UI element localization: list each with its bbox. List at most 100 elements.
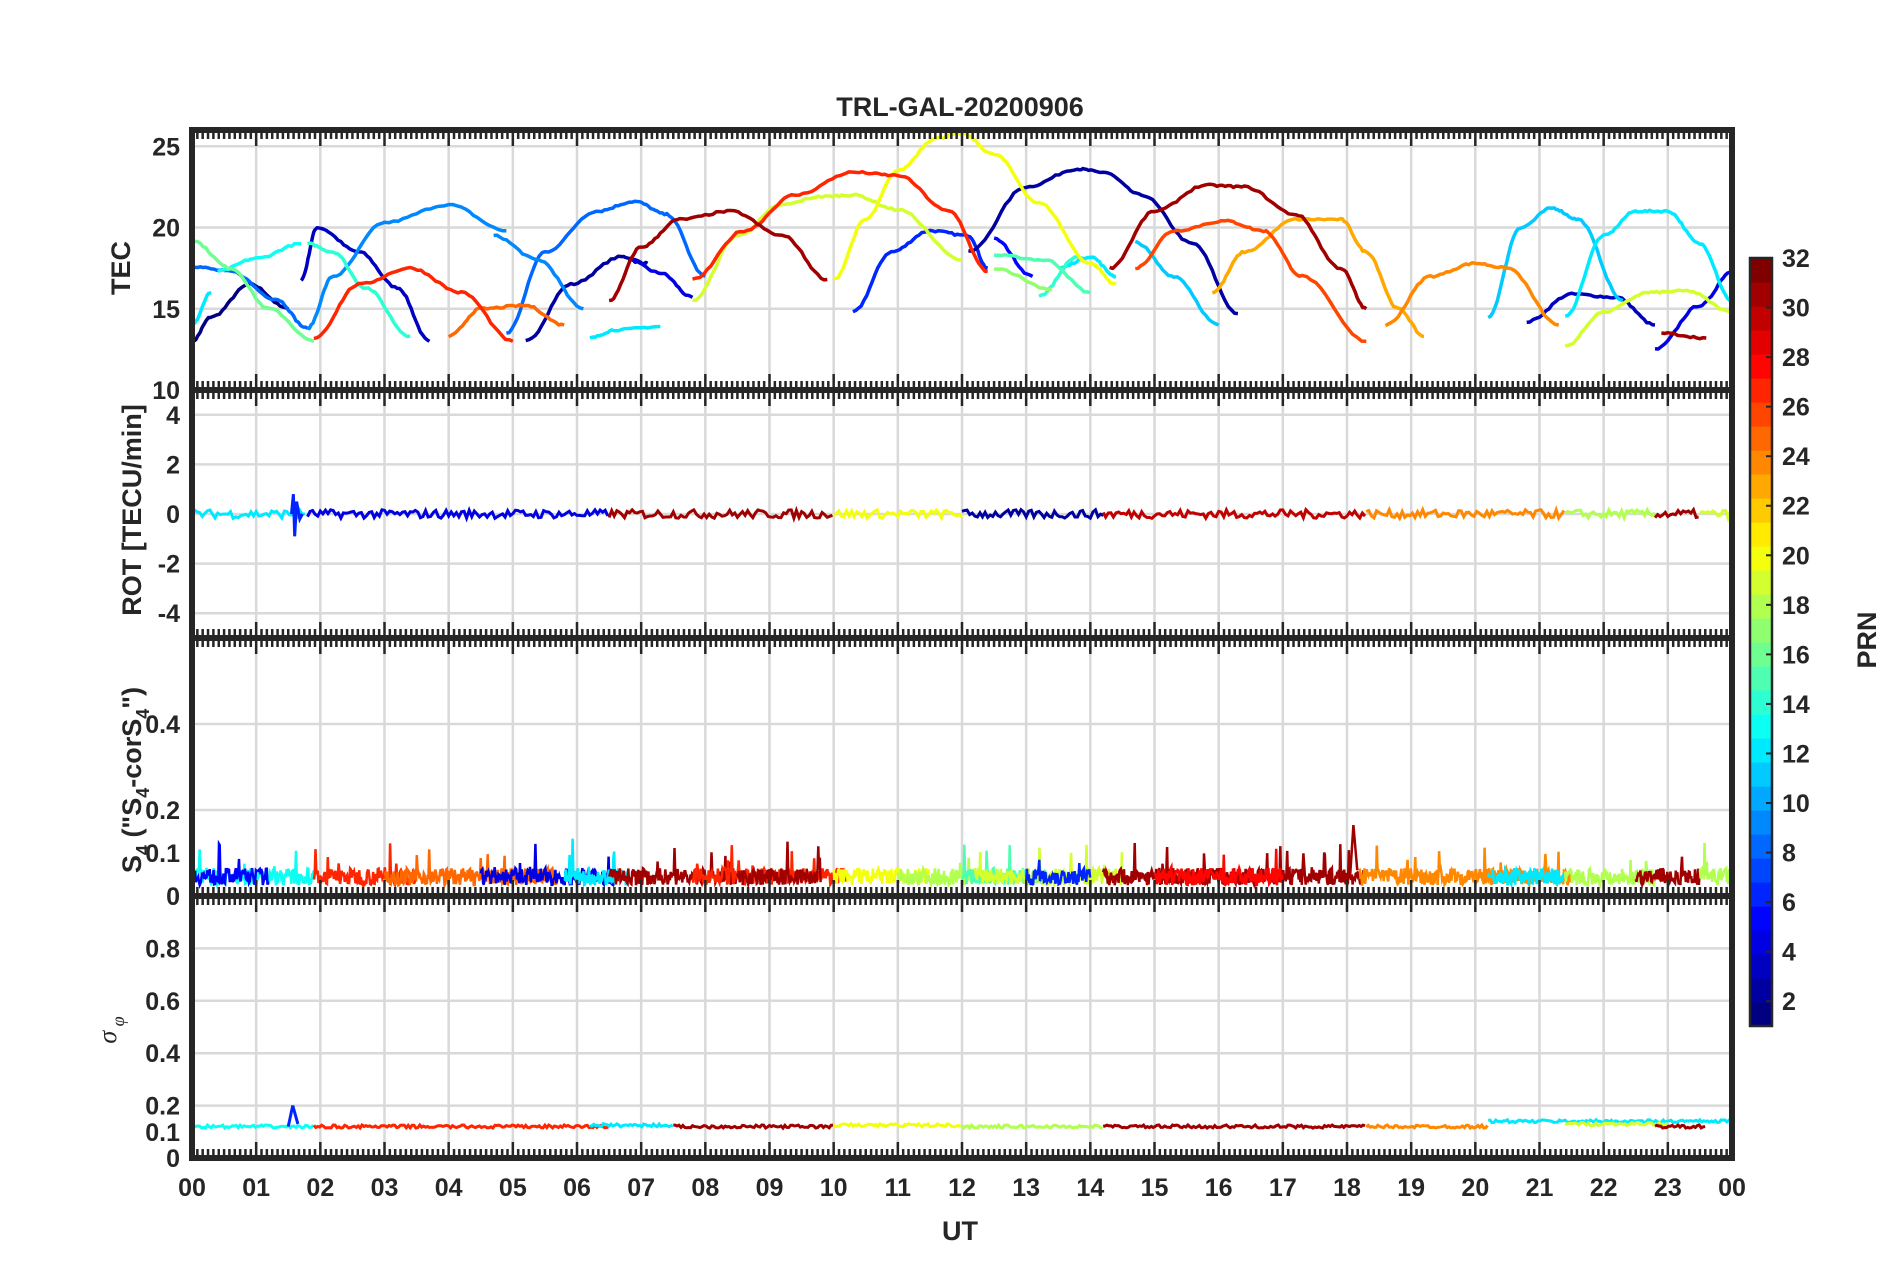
tec-y-tick-label: 25 — [152, 133, 180, 161]
colorbar-swatch — [1750, 546, 1772, 571]
y-axis-title-sigma: σ φ — [93, 1016, 128, 1043]
s4-series-prn-6 — [1024, 859, 1092, 887]
tec-y-tick-label: 20 — [152, 215, 180, 243]
tec-series-prn-14 — [306, 241, 411, 339]
x-tick-label: 10 — [820, 1174, 848, 1202]
colorbar-swatch — [1750, 786, 1772, 811]
y-axis-title-tec: TEC — [106, 241, 136, 295]
colorbar-swatch — [1750, 618, 1772, 643]
colorbar-swatch — [1750, 642, 1772, 667]
tec-series-prn-8 — [192, 265, 309, 330]
colorbar-tick-label: 26 — [1782, 394, 1810, 422]
colorbar-swatch — [1750, 498, 1772, 523]
sig-series-prn-20 — [832, 1121, 962, 1129]
colorbar-swatch — [1750, 666, 1772, 691]
s4-y-tick-label: 0.2 — [145, 797, 180, 825]
sig-series-prn-31 — [1654, 1123, 1706, 1130]
colorbar-swatch — [1750, 762, 1772, 787]
colorbar-tick-label: 24 — [1782, 443, 1810, 471]
rot-series-prn-24 — [1365, 505, 1566, 522]
rot-y-tick-label: 0 — [166, 501, 180, 529]
rot-series-prn-30 — [1101, 506, 1367, 522]
x-tick-label: 05 — [499, 1174, 527, 1202]
colorbar-swatch — [1750, 354, 1772, 379]
tec-series-prn-27 — [692, 169, 988, 281]
colorbar-swatch — [1750, 690, 1772, 715]
colorbar-swatch — [1750, 714, 1772, 739]
tec-series-prn-9 — [306, 202, 507, 331]
panel-tec: 10 15 20 25 — [152, 127, 1735, 405]
colorbar-swatch — [1750, 906, 1772, 931]
s4-series-prn-18 — [896, 857, 976, 889]
rot-y-tick-label: -2 — [158, 551, 180, 579]
x-tick-label: 02 — [306, 1174, 334, 1202]
colorbar-swatch — [1750, 426, 1772, 451]
x-tick-label: 00 — [1718, 1174, 1746, 1202]
colorbar-tick-label: 4 — [1782, 939, 1796, 967]
s4-peak — [1348, 824, 1359, 875]
s4-series-prn-28 — [1153, 848, 1284, 888]
tec-series-prn-19 — [1564, 288, 1733, 348]
y-axis-title-rot: ROT [TECU/min] — [117, 404, 147, 615]
x-tick-label: 21 — [1526, 1174, 1554, 1202]
tec-series-prn-4 — [627, 258, 694, 299]
colorbar-swatch — [1750, 450, 1772, 475]
sig-y-tick-label: 0 — [166, 1145, 180, 1173]
colorbar-swatch — [1750, 810, 1772, 835]
panel-s4: 0 0.1 0.2 0.4 — [145, 635, 1735, 911]
x-tick-label: 06 — [563, 1174, 591, 1202]
colorbar-tick-label: 18 — [1782, 592, 1810, 620]
tec-series-prn-6 — [852, 228, 989, 314]
tec-series-prn-9 — [493, 233, 584, 311]
colorbar-swatch — [1750, 306, 1772, 331]
panel-sigma-phi: 00.10.2 0.4 0.6 0.8 00 01 02 03 04 05 06 07 08 09 10 11… — [145, 893, 1746, 1202]
x-tick-label: 08 — [691, 1174, 719, 1202]
s4-y-tick-label: 0.1 — [145, 840, 180, 868]
s4-series-prn-12 — [1487, 864, 1566, 889]
sig-series-prn-31 — [673, 1123, 833, 1131]
tec-series-prn-2 — [968, 166, 1239, 316]
tec-series-prn-3 — [1526, 291, 1656, 327]
colorbar-swatch — [1750, 402, 1772, 427]
sig-y-tick-label: 0.6 — [145, 988, 180, 1016]
sig-series-prn-13 — [191, 1122, 315, 1131]
x-tick-label: 07 — [627, 1174, 655, 1202]
s4-series-prn-31 — [1634, 856, 1701, 890]
colorbar-tick-label: 32 — [1782, 245, 1810, 273]
rot-series-prn-2 — [961, 507, 1104, 521]
colorbar-tick-label: 16 — [1782, 641, 1810, 669]
rot-series-prn-4 — [306, 505, 610, 523]
colorbar-swatch — [1750, 978, 1772, 1003]
x-tick-label: 13 — [1012, 1174, 1040, 1202]
tec-series-prn-16 — [191, 239, 315, 343]
colorbar-tick-label: 14 — [1782, 691, 1810, 719]
tec-series-prn-25 — [447, 303, 565, 339]
colorbar-swatch — [1750, 858, 1772, 883]
chart-title: TRL-GAL-20200906 — [836, 92, 1084, 122]
colorbar-tick-label: 20 — [1782, 542, 1810, 570]
colorbar-swatch — [1750, 522, 1772, 547]
x-tick-label: 01 — [242, 1174, 270, 1202]
x-tick-label: 12 — [948, 1174, 976, 1202]
colorbar-swatch — [1750, 570, 1772, 595]
colorbar-swatch — [1750, 738, 1772, 763]
colorbar-tick-label: 2 — [1782, 988, 1796, 1016]
colorbar-tick-label: 28 — [1782, 344, 1810, 372]
sig-series-prn-18 — [960, 1122, 1103, 1131]
colorbar-tick-label: 30 — [1782, 295, 1810, 323]
colorbar-label: PRN — [1852, 611, 1882, 668]
tec-y-tick-label: 10 — [152, 377, 180, 405]
tec-series-prn-12 — [1058, 255, 1117, 279]
tec-series-prn-31 — [1661, 330, 1707, 341]
rot-y-tick-label: -4 — [158, 600, 180, 628]
rot-series-prn-12 — [190, 507, 306, 522]
tec-series-prn-27 — [313, 265, 514, 343]
x-tick-label: 15 — [1141, 1174, 1169, 1202]
colorbar-tick-label: 12 — [1782, 740, 1810, 768]
tec-series-prn-11 — [1487, 206, 1624, 320]
sig-y-tick-label: 0.2 — [145, 1093, 180, 1121]
s4-series-prn-5 — [191, 839, 270, 890]
svg-text:σ φ: σ φ — [93, 1016, 128, 1043]
tec-series-prn-15 — [994, 253, 1091, 295]
